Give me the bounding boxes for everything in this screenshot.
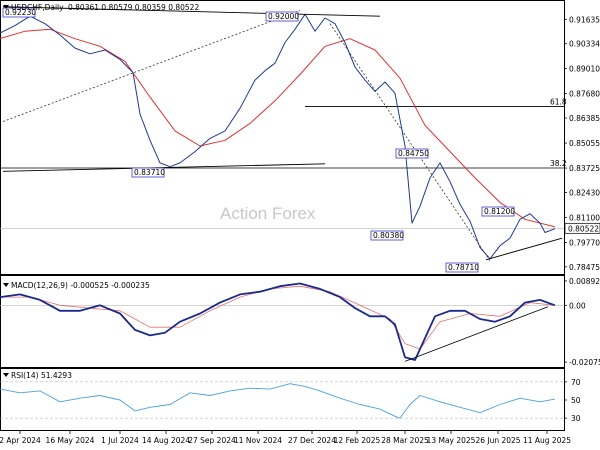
y-tick-label: 0.83725: [569, 164, 600, 173]
rsi-panel-frame: [0, 368, 565, 431]
last-price-box: [564, 222, 600, 234]
last-price-label: 0.80522: [568, 224, 599, 233]
chevron-down-icon: [3, 5, 9, 9]
dotted-trend-line: [2, 10, 301, 122]
y-tick-label: 30: [571, 414, 581, 423]
macd-header: MACD(12,26,9) -0.000525 -0.000235: [3, 281, 150, 290]
moving-average: [0, 28, 556, 228]
price-line: [0, 13, 556, 260]
rsi-y-axis: 70 50 30: [564, 378, 581, 423]
chart-title: USDCHF,Daily: [11, 3, 64, 12]
y-tick-label: 0.89010: [569, 65, 600, 74]
y-tick-label: 0.82430: [569, 188, 600, 197]
fib-label: 38.2: [550, 159, 567, 168]
annotation-label: 0.78710: [448, 263, 479, 272]
support-line: [485, 237, 563, 261]
price-series: [0, 13, 556, 260]
annotation-box: [131, 167, 165, 178]
x-tick-label: 27 Dec 2024: [288, 436, 336, 445]
annotation-box: [395, 148, 429, 159]
annotation-label: 0.84750: [398, 149, 429, 158]
rsi-line: [0, 383, 556, 419]
y-tick-label: 0.00: [569, 301, 586, 310]
rsi-header: RSI(14) 51.4293: [3, 371, 72, 380]
annotation-box: [265, 11, 299, 22]
price-annotations: 0.92230 0.92000 0.83710 0.84750 0.80380 0.812…: [2, 7, 515, 273]
x-tick-label: 11 Aug 2025: [523, 436, 571, 445]
fib-label: 61.8: [550, 97, 567, 106]
x-tick-label: 11 Nov 2024: [234, 436, 282, 445]
macd-panel-frame: [0, 275, 565, 368]
y-tick-label: 0.79770: [569, 238, 600, 247]
y-tick-label: 0.008923: [569, 277, 600, 286]
watermark: Action Forex: [220, 204, 316, 223]
signal-line: [0, 285, 556, 350]
upper-channel-line: [2, 6, 381, 17]
x-tick-label: 28 Mar 2025: [381, 436, 429, 445]
price-y-axis: 0.91635 0.90334 0.89010 0.87680 0.86385 0.850…: [564, 15, 600, 272]
chevron-down-icon: [3, 373, 9, 377]
x-tick-label: 26 Jun 2025: [475, 436, 520, 445]
annotation-box: [370, 230, 404, 241]
x-tick-label: 12 Feb 2025: [334, 436, 381, 445]
y-tick-label: 0.81100: [569, 213, 600, 222]
y-tick-label: 0.87680: [569, 90, 600, 99]
y-tick-label: 50: [571, 396, 581, 405]
y-tick-label: 0.91635: [569, 15, 600, 24]
y-tick-label: 70: [571, 378, 581, 387]
annotation-label: 0.92000: [268, 12, 299, 21]
x-tick-label: 27 Sep 2024: [188, 436, 236, 445]
chart-header: USDCHF,Daily 0.80361 0.80579 0.80359 0.8…: [3, 3, 199, 12]
ma-line: [0, 28, 556, 228]
price-panel-frame: [0, 0, 565, 275]
annotation-box: [2, 7, 36, 18]
annotation-box: [445, 262, 479, 273]
y-tick-label: 0.90334: [569, 40, 600, 49]
x-tick-label: 13 May 2025: [427, 436, 476, 445]
lower-channel-line: [2, 163, 326, 172]
y-tick-label: 0.78475: [569, 263, 600, 272]
chevron-down-icon: [3, 283, 9, 287]
annotation-label: 0.92230: [5, 8, 36, 17]
annotation-label: 0.81200: [484, 207, 515, 216]
y-tick-label: 0.86385: [569, 114, 600, 123]
x-tick-label: 2 Apr 2024: [0, 436, 41, 445]
y-tick-label: 0.85055: [569, 139, 600, 148]
trend-lines: [2, 6, 563, 261]
fib-levels: 61.8 38.2: [0, 97, 567, 229]
x-tick-label: 14 Aug 2024: [142, 436, 190, 445]
rsi-label: RSI(14) 51.4293: [11, 371, 72, 380]
annotation-box: [481, 206, 515, 217]
x-tick-label: 1 Jul 2024: [101, 436, 139, 445]
y-tick-label: -0.020759: [569, 358, 600, 367]
rsi-series: [0, 381, 564, 419]
macd-line: [0, 282, 556, 361]
annotation-label: 0.83710: [134, 168, 165, 177]
macd-series: [0, 282, 564, 362]
macd-trend-line: [404, 306, 549, 362]
x-tick-label: 16 May 2024: [46, 436, 95, 445]
annotation-label: 0.80380: [373, 231, 404, 240]
macd-y-axis: 0.008923 0.00 -0.020759: [564, 277, 600, 367]
macd-label: MACD(12,26,9) -0.000525 -0.000235: [11, 281, 150, 290]
ohlc-values: 0.80361 0.80579 0.80359 0.80522: [68, 3, 199, 12]
x-axis: 2 Apr 2024 16 May 2024 1 Jul 2024 14 Aug 20…: [0, 431, 571, 445]
